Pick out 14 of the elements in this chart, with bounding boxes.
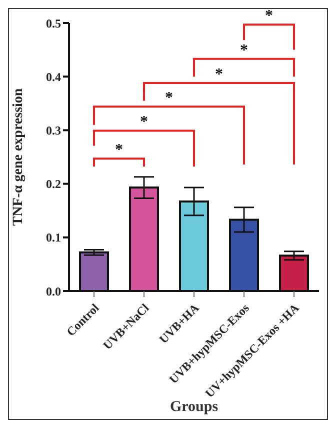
- y-tick-label: 0.3: [46, 123, 61, 138]
- annotation: *: [115, 142, 123, 159]
- annotation: *: [140, 114, 148, 131]
- y-axis-title: TNF-α gene expression: [10, 88, 26, 226]
- y-tick-label: 0.1: [46, 230, 61, 245]
- y-tick-label: 0.5: [46, 16, 61, 30]
- x-axis-title: Groups: [170, 399, 218, 415]
- annotation: *: [265, 8, 273, 25]
- annotation: *: [215, 66, 223, 84]
- y-tick-label: 0.0: [46, 284, 61, 298]
- significance-bracket: *: [93, 142, 145, 167]
- y-tick-label: 0.4: [46, 70, 61, 84]
- annotation: *: [165, 90, 173, 107]
- y-tick-label: 0.2: [46, 177, 61, 192]
